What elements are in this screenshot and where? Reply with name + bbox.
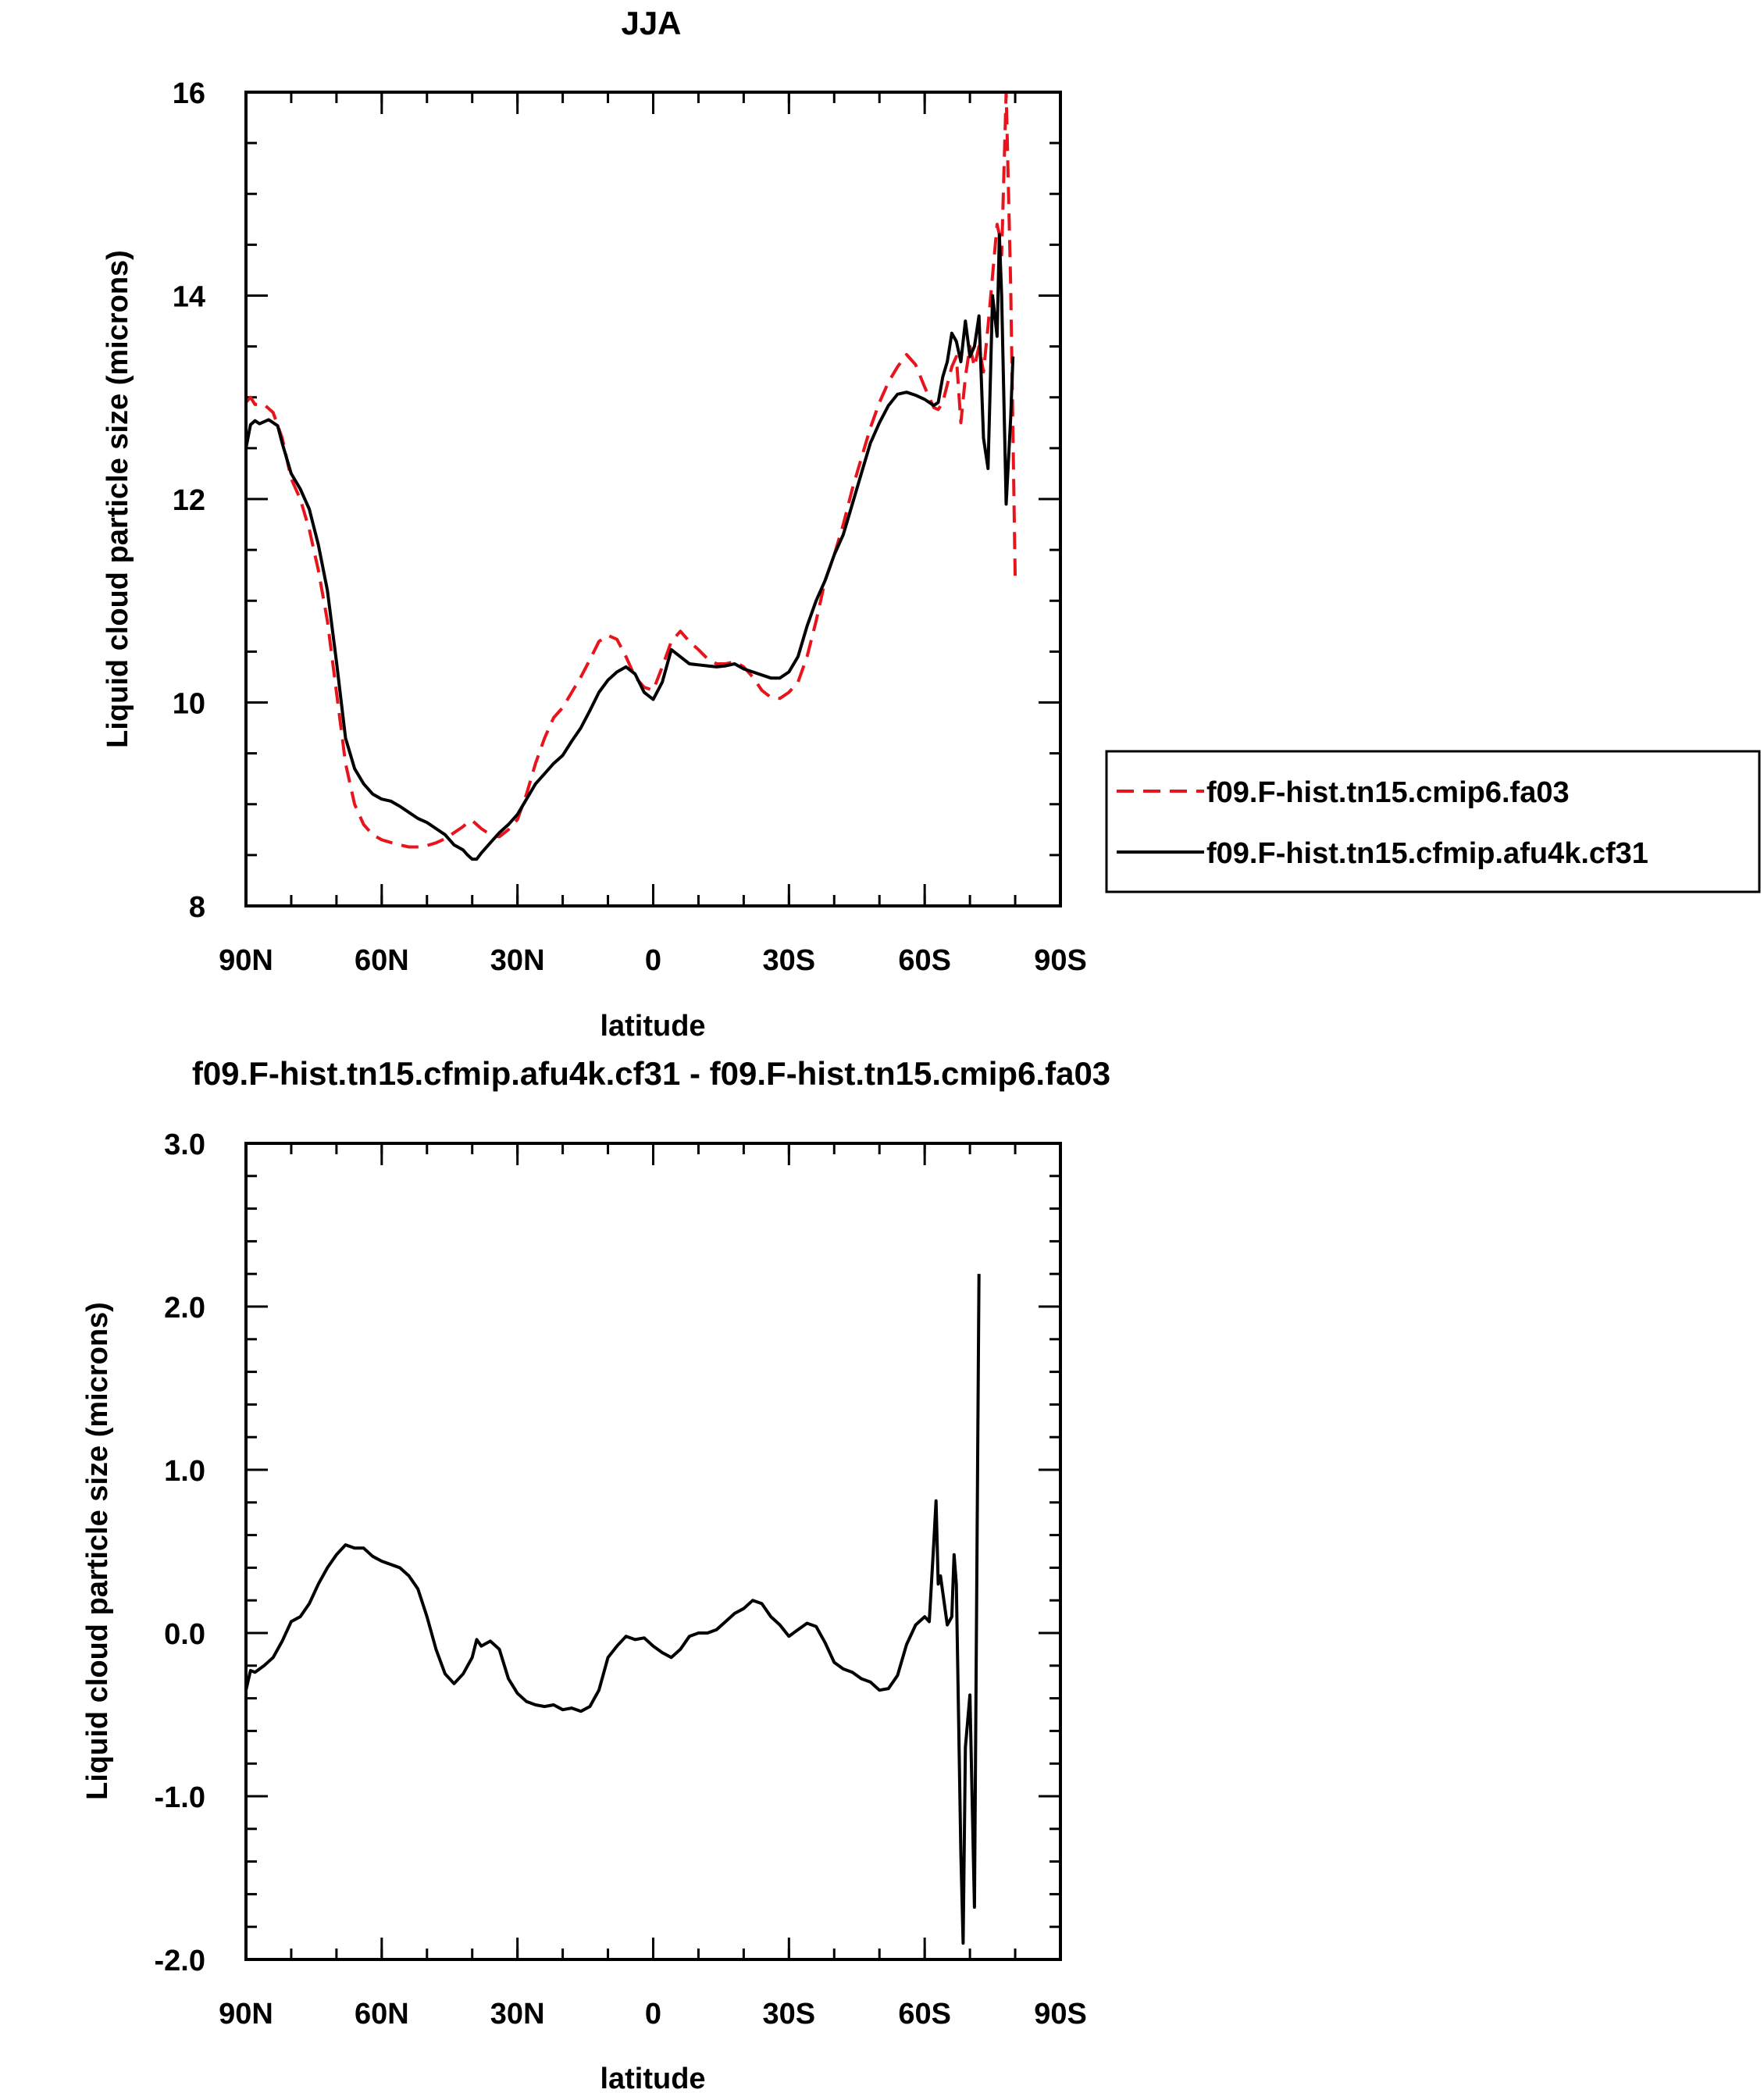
bottom-plot-frame bbox=[244, 1142, 1062, 1961]
bottom-x-tick-label: 60N bbox=[355, 1998, 409, 2031]
top-panel: JJA 90N 60N 30N 0 30S 60S 90S 8 10 12 14 16 latitu… bbox=[102, 5, 1761, 1043]
bottom-x-tick-labels: 90N 60N 30N 0 30S 60S 90S bbox=[219, 1998, 1087, 2031]
bottom-x-tick-label: 30S bbox=[763, 1998, 816, 2031]
top-y-tick-label: 12 bbox=[173, 484, 205, 517]
top-series-line-2 bbox=[244, 233, 1015, 861]
bottom-x-tick-label: 30N bbox=[490, 1998, 545, 2031]
top-x-tick-label: 90S bbox=[1034, 944, 1087, 977]
bottom-y-tick-label: 2.0 bbox=[164, 1292, 205, 1325]
legend-box bbox=[1105, 750, 1761, 893]
bottom-panel: f09.F-hist.tn15.cfmip.afu4k.cf31 - f09.F… bbox=[81, 1055, 1110, 2093]
top-y-tick-label: 16 bbox=[173, 77, 205, 110]
top-x-tick-label: 60N bbox=[355, 944, 409, 977]
bottom-plot-area bbox=[244, 1142, 1062, 1961]
bottom-y-tick-labels: -2.0 -1.0 0.0 1.0 2.0 3.0 bbox=[155, 1129, 205, 1977]
legend-label-cmip6: f09.F-hist.tn15.cmip6.fa03 bbox=[1206, 776, 1570, 809]
bottom-y-tick-label: 3.0 bbox=[164, 1129, 205, 1161]
bottom-x-tick-label: 0 bbox=[645, 1998, 661, 2031]
top-x-tick-label: 90N bbox=[219, 944, 273, 977]
bottom-y-tick-label: -1.0 bbox=[155, 1781, 205, 1814]
top-x-tick-label: 60S bbox=[898, 944, 951, 977]
top-x-tick-labels: 90N 60N 30N 0 30S 60S 90S bbox=[219, 944, 1087, 977]
bottom-chart-title: f09.F-hist.tn15.cfmip.afu4k.cf31 - f09.F… bbox=[192, 1055, 1110, 1092]
bottom-x-tick-label: 90S bbox=[1034, 1998, 1087, 2031]
top-plot-area bbox=[244, 91, 1062, 907]
bottom-x-axis-label: latitude bbox=[600, 2063, 705, 2093]
bottom-y-axis-label: Liquid cloud particle size (microns) bbox=[81, 1302, 114, 1800]
bottom-x-tick-label: 60S bbox=[898, 1998, 951, 2031]
top-x-tick-label: 30S bbox=[763, 944, 816, 977]
legend-label-cfmip: f09.F-hist.tn15.cfmip.afu4k.cf31 bbox=[1206, 837, 1648, 870]
bottom-y-tick-label: 0.0 bbox=[164, 1618, 205, 1651]
top-x-axis-label: latitude bbox=[600, 1010, 705, 1043]
legend: f09.F-hist.tn15.cmip6.fa03 f09.F-hist.tn… bbox=[1105, 750, 1761, 893]
top-plot-frame bbox=[244, 91, 1062, 907]
bottom-y-tick-label: -2.0 bbox=[155, 1945, 205, 1977]
top-y-tick-label: 14 bbox=[173, 281, 205, 314]
top-x-tick-label: 0 bbox=[645, 944, 661, 977]
top-y-tick-labels: 8 10 12 14 16 bbox=[173, 77, 205, 924]
bottom-x-tick-label: 90N bbox=[219, 1998, 273, 2031]
top-y-tick-label: 10 bbox=[173, 688, 205, 721]
top-y-tick-label: 8 bbox=[189, 891, 205, 924]
top-x-tick-label: 30N bbox=[490, 944, 545, 977]
top-series-line-1 bbox=[244, 91, 1017, 849]
bottom-series-line-1 bbox=[244, 1274, 981, 1945]
bottom-y-tick-label: 1.0 bbox=[164, 1455, 205, 1488]
top-chart-title: JJA bbox=[621, 5, 681, 41]
top-y-axis-label: Liquid cloud particle size (microns) bbox=[102, 250, 134, 748]
